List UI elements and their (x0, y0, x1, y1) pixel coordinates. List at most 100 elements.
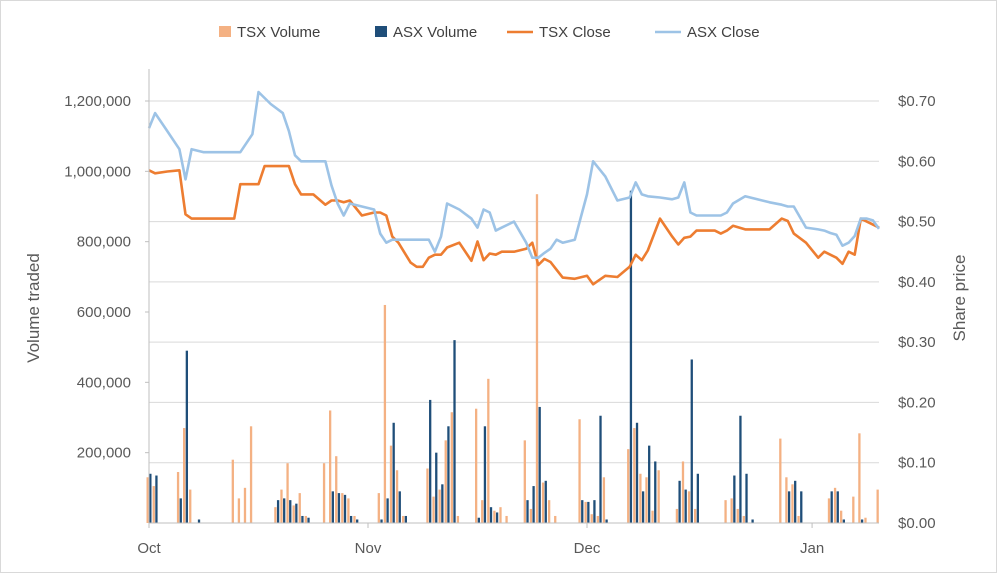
asx-volume-bar (404, 515, 407, 523)
tsx-volume-bar (687, 491, 691, 523)
tsx-volume-bar (292, 505, 295, 523)
asx-volume-bar (684, 489, 687, 523)
tsx-volume-bar (548, 500, 551, 523)
asx-volume-bar (149, 473, 152, 523)
tsx-volume-bar (633, 428, 636, 523)
asx-volume-bar (605, 519, 608, 523)
asx-volume-bar (654, 461, 657, 523)
asx-volume-bar (380, 519, 383, 523)
y-left-tick-label: 1,000,000 (64, 163, 131, 180)
legend-label: TSX Volume (237, 24, 320, 41)
tsx-volume-bar (146, 477, 149, 523)
asx-volume-bar (678, 480, 681, 523)
tsx-volume-bar (523, 440, 526, 523)
asx-volume-bar (544, 480, 547, 523)
tsx-volume-bar (590, 514, 593, 523)
asx-volume-bar (289, 500, 292, 523)
asx-volume-bar (295, 503, 298, 523)
tsx-volume-bar (529, 508, 533, 523)
y-right-tick-label: $0.30 (898, 334, 936, 351)
tsx-volume-bar (335, 456, 338, 523)
y-right-axis-title: Share price (950, 255, 969, 342)
y-left-tick-label: 800,000 (77, 234, 131, 251)
asx-volume-bar (441, 484, 444, 523)
asx-volume-bar (398, 491, 401, 523)
tsx-volume-bar (736, 508, 739, 523)
tsx-volume-bar (487, 378, 490, 523)
asx-volume-bar (197, 519, 201, 523)
tsx-volume-bar (554, 515, 557, 523)
x-tick-label: Nov (355, 540, 382, 557)
tsx-volume-bar (377, 493, 380, 523)
tsx-volume-bar (864, 517, 867, 523)
tsx-volume-bar (426, 468, 429, 523)
asx-volume-bar (179, 498, 182, 523)
asx-close-line (147, 90, 881, 260)
asx-volume-bar (800, 491, 803, 523)
asx-volume-bars (149, 190, 864, 524)
y-right-tick-label: $0.00 (898, 515, 936, 532)
tsx-volume-bar (535, 194, 539, 524)
asx-volume-bar (356, 519, 359, 523)
tsx-volume-bar (791, 484, 794, 523)
asx-volume-bar (581, 500, 584, 523)
tsx-volume-bar (383, 304, 387, 523)
asx-volume-bar (331, 491, 334, 523)
y-left-tick-label: 400,000 (77, 374, 131, 391)
asx-volume-bar (155, 475, 158, 523)
asx-volume-bar (830, 491, 833, 523)
asx-volume-bar (392, 422, 395, 523)
tsx-volume-bar (827, 498, 831, 523)
tsx-volume-bar (833, 487, 837, 523)
asx-volume-bar (635, 422, 639, 523)
tsx-volume-bar (724, 500, 727, 523)
asx-volume-bar (283, 498, 286, 523)
y-right-tick-label: $0.60 (898, 153, 936, 170)
tsx-volume-bar (541, 482, 545, 523)
tsx-volume-bar (779, 438, 782, 523)
tsx-volume-bar (249, 426, 253, 523)
legend-swatch (219, 26, 231, 37)
asx-volume-bar (739, 415, 742, 523)
tsx-volume-bar (183, 428, 186, 523)
asx-volume-bar (477, 517, 480, 523)
tsx-volume-bar (341, 493, 344, 523)
tsx-volume-bar (189, 489, 192, 523)
tsx-volume-bar (499, 507, 502, 523)
asx-volume-bar (860, 519, 864, 523)
tsx-volume-bar (432, 496, 435, 523)
tsx-volume-bar (657, 470, 660, 523)
tsx-volume-bar (602, 477, 606, 523)
asx-volume-bar (489, 507, 493, 523)
asx-volume-bar (794, 480, 797, 523)
gridlines (149, 100, 879, 464)
asx-volume-bar (745, 473, 748, 523)
tsx-volume-bar (627, 449, 630, 523)
asx-volume-bar (526, 500, 529, 523)
price-lines (147, 90, 881, 286)
tsx-volume-bar (481, 500, 484, 523)
legend-label: ASX Volume (393, 24, 477, 41)
tsx-volume-bar (681, 461, 685, 523)
y-right-tick-label: $0.10 (898, 455, 936, 472)
x-tick-label: Jan (800, 540, 824, 557)
tsx-volume-bar (584, 501, 587, 523)
tsx-volume-bar (694, 508, 697, 523)
tsx-volume-bar (456, 515, 460, 523)
asx-volume-bar (386, 498, 389, 523)
tsx-volume-bar (298, 493, 301, 523)
y-left-tick-label: 1,200,000 (64, 93, 131, 110)
tsx-volume-bar (347, 498, 350, 523)
tsx-volume-bar (286, 463, 289, 523)
asx-volume-bar (538, 406, 541, 523)
tsx-volume-bar (322, 463, 326, 523)
asx-volume-bar (696, 473, 699, 523)
tsx-volume-bars (146, 194, 879, 524)
asx-volume-bar (532, 486, 535, 523)
tsx-volume-bar (274, 507, 277, 523)
asx-volume-bar (751, 519, 754, 523)
asx-volume-bar (629, 190, 633, 524)
asx-volume-bar (483, 426, 487, 523)
tsx-volume-bar (395, 470, 399, 523)
